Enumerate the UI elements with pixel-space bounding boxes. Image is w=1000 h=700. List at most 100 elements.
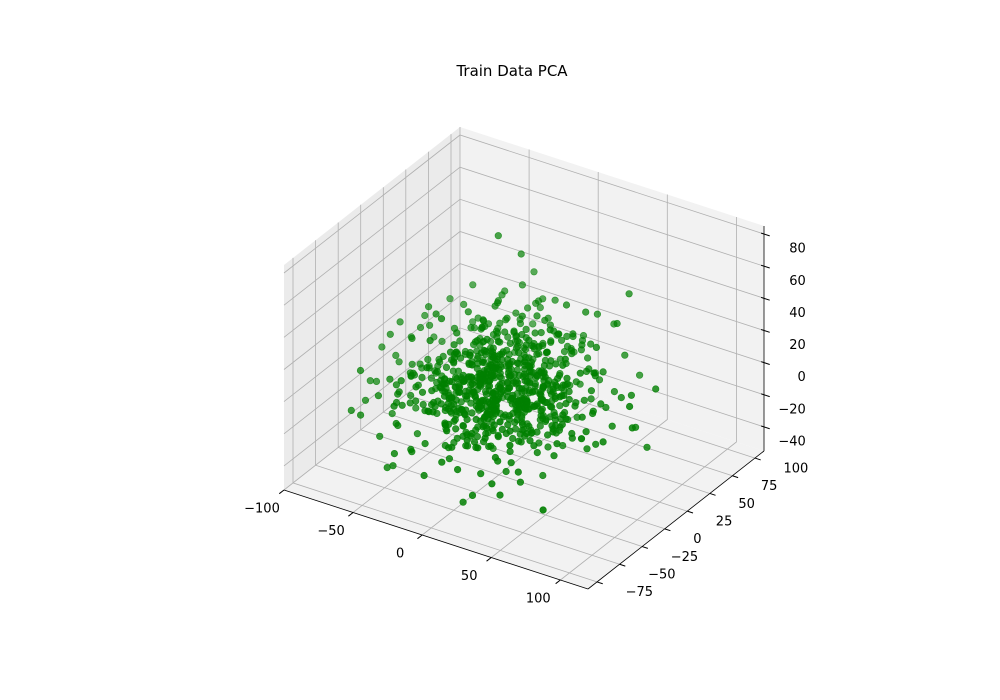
data-point-93 xyxy=(366,377,374,385)
data-point-456 xyxy=(466,351,474,359)
data-point-793 xyxy=(492,407,501,415)
x-tick-2 xyxy=(417,534,423,540)
y-tick-label-4: 25 xyxy=(716,514,733,529)
data-point-694 xyxy=(576,369,584,377)
z-grid-line-6 xyxy=(283,134,765,274)
x-grid-line-4 xyxy=(560,217,737,581)
data-point-177 xyxy=(563,332,571,341)
z-tick-label-3: 20 xyxy=(789,338,806,353)
data-point-467 xyxy=(505,372,513,380)
x-tick-label-1: −50 xyxy=(317,524,344,539)
data-point-594 xyxy=(549,385,557,393)
x-grid-line-2 xyxy=(421,172,599,536)
data-point-704 xyxy=(592,440,600,448)
y-grid-line-1 xyxy=(315,240,620,565)
data-point-474 xyxy=(419,400,427,409)
y-grid-line-3 xyxy=(360,204,665,530)
data-point-272 xyxy=(582,308,590,316)
data-point-318 xyxy=(506,339,514,348)
data-point-10 xyxy=(530,268,538,276)
data-point-532 xyxy=(398,401,406,409)
data-point-718 xyxy=(597,400,605,408)
z-tick-0 xyxy=(760,425,770,430)
data-point-789 xyxy=(489,427,497,435)
data-point-550 xyxy=(555,330,563,338)
data-point-650 xyxy=(471,393,480,401)
x-tick-0 xyxy=(278,489,285,495)
data-point-658 xyxy=(518,420,527,429)
x-axis-line xyxy=(283,489,589,590)
data-point-14 xyxy=(438,337,446,346)
data-point-59 xyxy=(392,351,400,360)
data-point-771 xyxy=(582,428,590,436)
data-point-655 xyxy=(559,411,567,419)
data-point-181 xyxy=(454,367,463,375)
data-point-279 xyxy=(388,410,396,418)
data-point-752 xyxy=(511,401,520,409)
data-point-531 xyxy=(412,383,420,391)
data-point-744 xyxy=(541,398,549,407)
data-point-776 xyxy=(560,391,568,400)
z-tick-5 xyxy=(760,264,770,269)
data-point-727 xyxy=(463,392,471,400)
data-point-414 xyxy=(450,354,459,362)
data-point-94 xyxy=(386,330,394,338)
data-point-66 xyxy=(395,358,403,366)
data-point-207 xyxy=(514,342,522,350)
data-point-529 xyxy=(412,397,420,405)
data-point-114 xyxy=(416,360,424,368)
data-point-781 xyxy=(463,436,471,444)
data-point-737 xyxy=(548,422,556,430)
x-tick-label-3: 50 xyxy=(461,569,478,584)
data-point-746 xyxy=(507,395,516,403)
data-point-169 xyxy=(424,355,432,364)
data-point-766 xyxy=(523,377,531,385)
data-point-803 xyxy=(506,441,514,449)
data-point-2 xyxy=(529,320,537,328)
data-point-761 xyxy=(568,434,576,442)
data-point-703 xyxy=(559,361,567,369)
x-tick-4 xyxy=(555,579,561,585)
data-point-679 xyxy=(509,434,517,443)
data-point-546 xyxy=(426,337,434,345)
data-point-500 xyxy=(498,350,506,358)
data-point-780 xyxy=(484,415,492,423)
data-point-506 xyxy=(374,392,383,400)
data-point-168 xyxy=(635,371,644,379)
tick-labels: −100 −50 0 50 100 −75 −50 −25 0 25 50 75 100 −40 −20 0 2… xyxy=(244,242,808,607)
data-point-246 xyxy=(533,312,541,320)
data-point-228 xyxy=(569,330,577,338)
data-point-434 xyxy=(437,315,446,323)
z-grid-line-2 xyxy=(283,263,765,402)
data-point-648 xyxy=(643,443,651,451)
data-point-502 xyxy=(553,374,562,383)
z-tick-label-2: 0 xyxy=(798,370,806,385)
data-point-717 xyxy=(543,431,552,439)
data-point-435 xyxy=(446,348,455,356)
data-point-568 xyxy=(524,361,532,370)
y-tick-label-5: 50 xyxy=(738,497,755,512)
y-tick-label-0: −75 xyxy=(626,585,653,600)
z-tick-3 xyxy=(760,329,770,333)
data-point-804 xyxy=(590,369,598,377)
y-tick-label-6: 75 xyxy=(761,479,778,494)
z-tick-label-4: 40 xyxy=(789,306,806,321)
y-tick-7 xyxy=(754,457,761,461)
data-point-758 xyxy=(530,442,538,450)
data-point-516 xyxy=(376,432,384,440)
data-point-11 xyxy=(421,311,429,320)
data-point-431 xyxy=(587,395,595,403)
data-point-720 xyxy=(548,403,556,411)
data-point-148 xyxy=(436,358,444,366)
y-tick-1 xyxy=(619,563,626,567)
data-point-444 xyxy=(407,372,415,380)
z-tick-label-5: 60 xyxy=(789,274,806,289)
data-point-117 xyxy=(593,310,602,318)
data-point-46 xyxy=(512,309,520,317)
y-tick-4 xyxy=(687,510,694,514)
data-point-678 xyxy=(459,371,467,380)
data-point-576 xyxy=(602,403,610,412)
data-point-446 xyxy=(540,362,549,370)
data-point-113 xyxy=(467,324,475,332)
data-point-741 xyxy=(445,455,454,463)
